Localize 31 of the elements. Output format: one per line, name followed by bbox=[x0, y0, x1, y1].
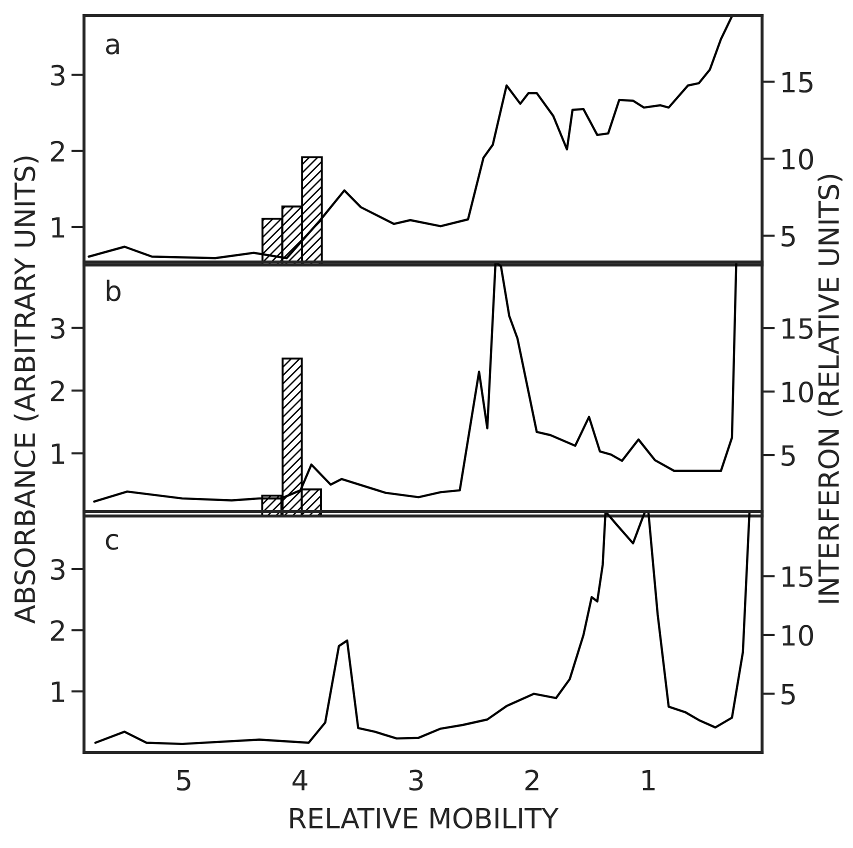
y2-tick-label: 15 bbox=[782, 72, 812, 93]
y2-tick-label: 10 bbox=[782, 148, 814, 170]
y2-tick-label: 15 bbox=[782, 318, 812, 340]
line-series bbox=[94, 512, 751, 746]
x-tick-label: 5 bbox=[177, 770, 190, 791]
x-tick-label: 4 bbox=[292, 770, 308, 790]
line-series bbox=[88, 16, 734, 260]
y-tick-label: 3 bbox=[51, 64, 64, 86]
x-tick-label: 2 bbox=[525, 770, 538, 790]
y2-tick-label: 5 bbox=[782, 226, 795, 247]
y-tick-label: 1 bbox=[52, 682, 64, 702]
y-tick-label: 2 bbox=[51, 620, 64, 641]
y2-axis-title: INTERFERON (RELATIVE UNITS) bbox=[818, 174, 842, 603]
y2-tick-label: 10 bbox=[782, 381, 814, 403]
x-tick-label: 3 bbox=[409, 770, 423, 791]
x-tick-label: 1 bbox=[642, 770, 655, 790]
y2-tick-label: 10 bbox=[782, 624, 814, 646]
y-tick-label: 3 bbox=[51, 558, 64, 580]
y-tick-label: 1 bbox=[52, 217, 64, 238]
y2-tick-label: 5 bbox=[782, 445, 795, 466]
y2-tick-label: 15 bbox=[782, 566, 812, 588]
y-tick-label: 1 bbox=[52, 444, 64, 464]
y-axis-title: ABSORBANCE (ARBITRARY UNITS) bbox=[14, 156, 39, 624]
y-tick-label: 2 bbox=[51, 380, 64, 402]
y2-tick-label: 5 bbox=[782, 684, 795, 705]
x-axis-title: RELATIVE MOBILITY bbox=[290, 808, 559, 829]
y-tick-label: 3 bbox=[51, 318, 64, 339]
annotation: a bbox=[106, 38, 119, 54]
y-tick-label: 2 bbox=[51, 140, 64, 162]
annotation: c bbox=[106, 534, 118, 550]
annotation: b bbox=[106, 280, 120, 302]
